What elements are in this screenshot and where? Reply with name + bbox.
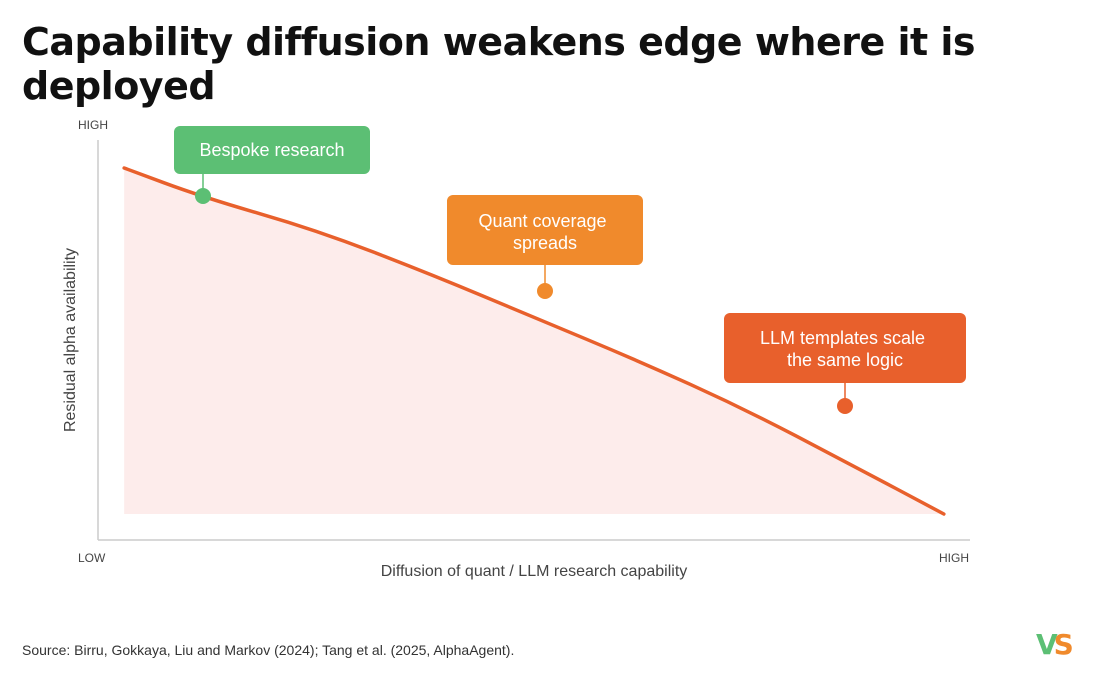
annotation-box — [447, 195, 643, 265]
annotation-llm-templates: LLM templates scale the same logic — [724, 313, 966, 414]
x-tick-high: HIGH — [939, 551, 969, 565]
annotation-point — [837, 398, 853, 414]
area-fill — [124, 168, 944, 514]
annotation-bespoke-research: Bespoke research — [174, 126, 370, 204]
source-note: Source: Birru, Gokkaya, Liu and Markov (… — [22, 642, 515, 658]
annotation-point — [195, 188, 211, 204]
annotation-label: Quant coverage spreads — [478, 211, 611, 253]
y-axis-label: Residual alpha availability — [62, 248, 79, 432]
annotation-point — [537, 283, 553, 299]
annotation-quant-coverage: Quant coverage spreads — [447, 195, 643, 299]
page-title: Capability diffusion weakens edge where … — [22, 20, 976, 108]
annotation-label: LLM templates scale the same logic — [760, 328, 930, 370]
annotation-label: Bespoke research — [199, 140, 344, 160]
y-tick-high: HIGH — [78, 118, 108, 132]
x-tick-low: LOW — [78, 551, 106, 565]
annotation-box — [724, 313, 966, 383]
x-axis-label: Diffusion of quant / LLM research capabi… — [381, 563, 688, 580]
series-curve — [122, 166, 946, 516]
brand-logo: VS — [1036, 628, 1074, 661]
annotation-box — [174, 126, 370, 174]
